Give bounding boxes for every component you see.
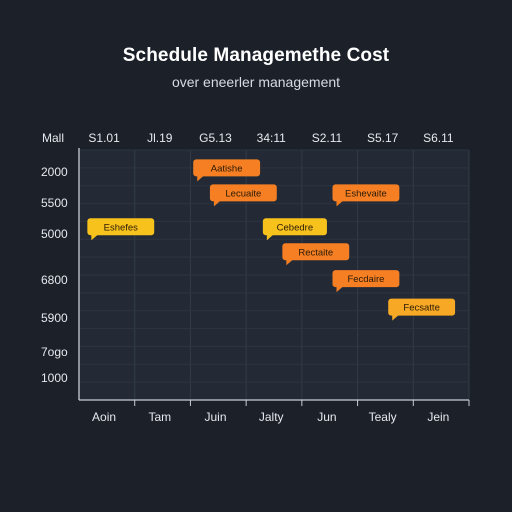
task-bar-label: Fecdaire bbox=[347, 274, 384, 285]
task-bar-pointer bbox=[213, 200, 221, 207]
task-bar-label: Eshefes bbox=[104, 222, 139, 233]
y-axis-tick-label: 7ogo bbox=[41, 345, 68, 359]
bottom-axis-tick-label: Jun bbox=[317, 410, 336, 424]
task-bar-label: Fecsatte bbox=[403, 303, 439, 314]
y-axis-tick-label: 5900 bbox=[41, 311, 68, 325]
bottom-axis-tick-label: Aoin bbox=[92, 410, 116, 424]
task-bar bbox=[332, 184, 400, 202]
bottom-axis-tick-label: Jein bbox=[427, 410, 449, 424]
bottom-axis-tick-label: Tealy bbox=[369, 410, 397, 424]
top-axis-tick-label: Jl.19 bbox=[147, 131, 173, 145]
top-axis-tick-label: S6.11 bbox=[423, 131, 454, 145]
top-axis-tick-label: S5.17 bbox=[367, 131, 399, 145]
task-bar-label: Lecuaite bbox=[225, 188, 261, 199]
task-bar-pointer bbox=[91, 234, 99, 241]
task-bar bbox=[262, 218, 327, 236]
y-axis-tick-label: 5000 bbox=[41, 227, 68, 241]
task-bar bbox=[209, 184, 277, 202]
task-bar-pointer bbox=[336, 200, 344, 207]
top-axis-tick-label: S1.01 bbox=[88, 131, 120, 145]
top-axis-tick-label: 34:11 bbox=[257, 131, 286, 145]
task-bar bbox=[193, 159, 261, 177]
bottom-axis-tick-label: Jalty bbox=[259, 410, 284, 424]
task-bar bbox=[282, 243, 350, 261]
task-bar-label: Eshevaite bbox=[345, 188, 387, 199]
y-axis-tick-label: 6800 bbox=[41, 273, 68, 287]
task-bar-pointer bbox=[286, 259, 294, 266]
chart-title: Schedule Managemethe Cost bbox=[122, 45, 390, 66]
chart-subtitle: over eneerler management bbox=[171, 74, 341, 90]
y-axis-tick-label: 2000 bbox=[41, 165, 68, 179]
bottom-axis-tick-label: Juin bbox=[204, 410, 226, 424]
task-bar bbox=[332, 270, 400, 288]
y-axis-tick-label: 1000 bbox=[41, 371, 68, 385]
corner-label: Mall bbox=[42, 131, 64, 145]
task-bar-label: Cebedre bbox=[277, 222, 313, 233]
task-bar bbox=[388, 298, 456, 316]
top-axis-tick-label: G5.13 bbox=[199, 131, 232, 145]
task-bar-pointer bbox=[392, 314, 400, 321]
top-axis-tick-label: S2.11 bbox=[312, 131, 343, 145]
task-bar-label: Aatishe bbox=[211, 163, 243, 174]
task-bar-pointer bbox=[336, 286, 344, 293]
task-bar-label: Rectaite bbox=[298, 247, 333, 258]
bottom-axis-tick-label: Tam bbox=[148, 410, 171, 424]
task-bar bbox=[87, 218, 155, 236]
task-bar-pointer bbox=[197, 175, 205, 182]
y-axis-tick-label: 5500 bbox=[41, 196, 68, 210]
task-bar-pointer bbox=[266, 234, 274, 241]
